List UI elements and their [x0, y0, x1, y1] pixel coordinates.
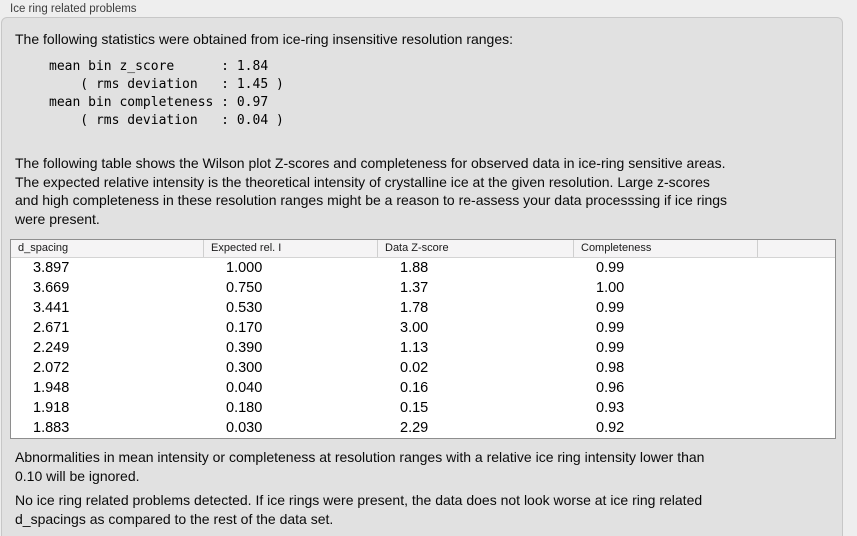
table-cell: 2.249: [33, 340, 70, 356]
table-cell: 0.98: [596, 360, 625, 376]
table-cell: [758, 358, 835, 378]
table-cell: [758, 378, 835, 398]
table-row[interactable]: 1.918 0.180 0.15 0.93: [11, 398, 835, 418]
table-cell: 0.180: [226, 400, 263, 416]
table-cell: 1.88: [400, 260, 429, 276]
table-cell: 1.00: [596, 280, 625, 296]
table-row[interactable]: 3.897 1.000 1.88 0.99: [11, 258, 835, 278]
table-cell: 0.390: [226, 340, 263, 356]
table-cell: 3.00: [400, 320, 429, 336]
table-cell: 0.99: [596, 320, 625, 336]
table-cell: 0.040: [226, 380, 263, 396]
table-row[interactable]: 3.669 0.750 1.37 1.00: [11, 278, 835, 298]
column-header-data-z-score[interactable]: Data Z-score: [378, 240, 574, 257]
table-cell: 0.92: [596, 420, 625, 436]
table-cell: 0.15: [400, 400, 429, 416]
table-cell: 1.37: [400, 280, 429, 296]
table-cell: 0.96: [596, 380, 625, 396]
table-cell: [758, 258, 835, 278]
table-cell: 3.669: [33, 280, 70, 296]
table-row[interactable]: 1.948 0.040 0.16 0.96: [11, 378, 835, 398]
table-cell: 0.16: [400, 380, 429, 396]
table-cell: 2.671: [33, 320, 70, 336]
table-row[interactable]: 1.883 0.030 2.29 0.92: [11, 418, 835, 438]
table-cell: 1.948: [33, 380, 70, 396]
table-cell: 1.000: [226, 260, 263, 276]
table-row[interactable]: 2.072 0.300 0.02 0.98: [11, 358, 835, 378]
table-cell: 0.300: [226, 360, 263, 376]
table-cell: 0.99: [596, 260, 625, 276]
table-row[interactable]: 2.671 0.170 3.00 0.99: [11, 318, 835, 338]
table-cell: 0.93: [596, 400, 625, 416]
table-cell: 1.78: [400, 300, 429, 316]
table-cell: 3.441: [33, 300, 70, 316]
table-cell: [758, 398, 835, 418]
column-header-expected-rel-i[interactable]: Expected rel. I: [204, 240, 378, 257]
table-cell: 0.99: [596, 300, 625, 316]
table-cell: 0.99: [596, 340, 625, 356]
table-cell: [758, 298, 835, 318]
ice-ring-panel: The following statistics were obtained f…: [1, 17, 843, 536]
table-cell: 3.897: [33, 260, 70, 276]
table-cell: 1.883: [33, 420, 70, 436]
table-cell: 0.030: [226, 420, 263, 436]
table-row[interactable]: 3.441 0.530 1.78 0.99: [11, 298, 835, 318]
column-header-d-spacing[interactable]: d_spacing: [11, 240, 204, 257]
table-cell: 0.170: [226, 320, 263, 336]
table-cell: 0.750: [226, 280, 263, 296]
table-header-row: d_spacing Expected rel. I Data Z-score C…: [11, 240, 835, 258]
table-cell: 1.918: [33, 400, 70, 416]
table-cell: 2.072: [33, 360, 70, 376]
table-description: The following table shows the Wilson plo…: [15, 155, 728, 228]
table-cell: 2.29: [400, 420, 429, 436]
table-cell: 1.13: [400, 340, 429, 356]
table-body: 3.897 1.000 1.88 0.99 3.669 0.750 1.37 1.00 3.44…: [11, 258, 835, 438]
conclusion-text: No ice ring related problems detected. I…: [15, 492, 703, 527]
ice-ring-table[interactable]: d_spacing Expected rel. I Data Z-score C…: [10, 239, 836, 439]
column-header-completeness[interactable]: Completeness: [574, 240, 758, 257]
table-cell: [758, 418, 835, 438]
stats-block: mean bin z_score : 1.84 ( rms deviation …: [49, 59, 284, 128]
table-cell: [758, 338, 835, 358]
table-cell: [758, 278, 835, 298]
ignore-note: Abnormalities in mean intensity or compl…: [15, 449, 705, 484]
section-title: Ice ring related problems: [10, 3, 137, 15]
column-header-filler: [758, 240, 835, 257]
table-row[interactable]: 2.249 0.390 1.13 0.99: [11, 338, 835, 358]
table-cell: [758, 318, 835, 338]
table-cell: 0.02: [400, 360, 429, 376]
intro-text: The following statistics were obtained f…: [15, 31, 514, 47]
table-cell: 0.530: [226, 300, 263, 316]
